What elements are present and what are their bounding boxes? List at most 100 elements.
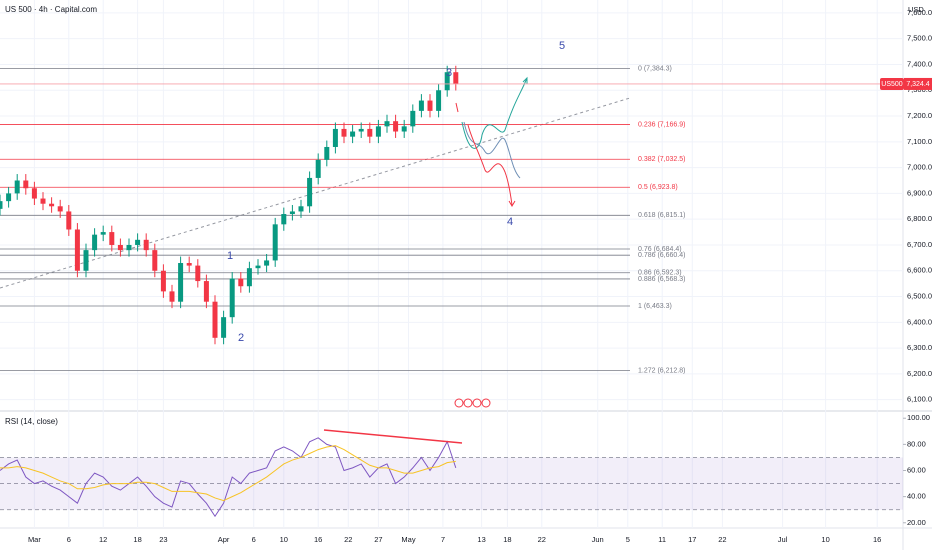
fib-label: 0.382 (7,032.5): [638, 156, 685, 163]
fib-label: 0.86 (6,592.3): [638, 270, 682, 277]
wave-label: 5: [559, 40, 565, 52]
candle-body: [298, 206, 304, 212]
icons: [454, 398, 491, 408]
y-tick-label: 6,600.0: [907, 266, 932, 275]
rsi-line: [0, 437, 457, 518]
divergence-line: [323, 429, 463, 444]
candle-body: [418, 100, 424, 111]
candles: [0, 65, 459, 345]
y-tick-label: 7,600.0: [907, 8, 932, 17]
last-move: [455, 102, 459, 113]
y-tick-label: 6,700.0: [907, 240, 932, 249]
candle-body: [100, 232, 106, 235]
candle-body: [0, 201, 3, 209]
y-tick-label: 7,500.0: [907, 34, 932, 43]
fib-label: 0.886 (6,568.3): [638, 276, 685, 283]
candle-body: [23, 180, 29, 189]
candle-body: [92, 234, 98, 251]
projection-up: [461, 77, 528, 149]
candle-body: [221, 317, 227, 338]
candle-body: [83, 250, 89, 271]
x-tick-label: 18: [133, 535, 141, 544]
candle-body: [289, 211, 295, 215]
rsi-tick-label: 80.00: [907, 439, 926, 448]
fib-label: 0 (7,384.3): [638, 65, 672, 72]
candle-body: [57, 206, 63, 212]
projection-down: [467, 124, 513, 206]
x-tick-label: Apr: [218, 535, 230, 544]
wave-label: 2: [238, 332, 244, 344]
x-tick-label: May: [401, 535, 415, 544]
candle-body: [307, 177, 313, 207]
x-tick-label: Jun: [592, 535, 604, 544]
fib-label: 0.236 (7,166.9): [638, 121, 685, 128]
candle-body: [367, 128, 373, 137]
y-tick-label: 6,400.0: [907, 317, 932, 326]
currency: USD: [908, 5, 924, 14]
wave-label: 1: [227, 250, 233, 262]
rsi-tick-label: 40.00: [907, 492, 926, 501]
arrow-head: [508, 200, 516, 207]
x-tick-label: 10: [280, 535, 288, 544]
candle-body: [160, 270, 166, 292]
candle-body: [229, 278, 235, 318]
arrow-head: [522, 76, 528, 84]
candle-body: [332, 128, 338, 147]
icon: [454, 398, 464, 408]
grid: [0, 0, 903, 528]
candle-body: [49, 203, 55, 207]
x-tick-label: Jul: [778, 535, 788, 544]
candle-body: [358, 128, 364, 132]
x-tick-label: 12: [99, 535, 107, 544]
chart-title: US 500 · 4h · Capital.com: [5, 5, 97, 14]
x-tick-label: 22: [538, 535, 546, 544]
x-tick-label: 27: [374, 535, 382, 544]
fib-label: 0.76 (6,684.4): [638, 246, 682, 253]
rsi-tick-label: 20.00: [907, 518, 926, 527]
candle-body: [178, 263, 184, 302]
candle-body: [375, 126, 381, 137]
candle-body: [203, 281, 209, 302]
rsi-pane: 100.00 80.00 60.00 40.00 20.00: [0, 413, 930, 527]
candle-body: [324, 146, 330, 160]
candle-body: [410, 110, 416, 127]
candle-body: [135, 239, 141, 245]
price-label: 7,324.4: [906, 81, 929, 88]
candle-body: [169, 291, 175, 302]
candle-body: [238, 278, 244, 287]
candle-body: [281, 214, 287, 225]
candle-body: [341, 128, 347, 137]
candle-body: [272, 224, 278, 261]
x-tick-label: 7: [441, 535, 445, 544]
wave-label: 3: [446, 67, 452, 79]
y-tick-label: 6,300.0: [907, 343, 932, 352]
fib-label: 1.272 (6,212.8): [638, 367, 685, 374]
icon: [463, 398, 473, 408]
x-tick-label: 6: [67, 535, 71, 544]
rsi-tick-label: 60.00: [907, 465, 926, 474]
fib-label: 0.618 (6,815.1): [638, 212, 685, 219]
candle-body: [264, 260, 270, 266]
fib-label: 1 (6,463.3): [638, 303, 672, 310]
x-tick-label: 23: [159, 535, 167, 544]
x-tick-label: 10: [821, 535, 829, 544]
x-tick-label: 22: [344, 535, 352, 544]
y-tick-label: 7,200.0: [907, 111, 932, 120]
candle-body: [109, 232, 115, 245]
candle-body: [66, 211, 72, 230]
fib-levels: 0 (7,384.3) 0.236 (7,166.9) 0.382 (7,032.5…: [0, 65, 685, 374]
rsi-title: RSI (14, close): [5, 417, 58, 426]
rsi-line: [0, 445, 456, 502]
x-tick-label: Mar: [28, 535, 41, 544]
candle-body: [74, 229, 80, 271]
fib-label: 0.786 (6,660.4): [638, 252, 685, 259]
icon: [481, 398, 491, 408]
candle-body: [255, 265, 261, 269]
price-tag: [904, 77, 932, 90]
candle-body: [315, 159, 321, 178]
x-tick-label: 6: [252, 535, 256, 544]
candle-body: [444, 72, 450, 91]
fib-label: 0.5 (6,923.8): [638, 184, 678, 191]
x-tick-label: 18: [503, 535, 511, 544]
